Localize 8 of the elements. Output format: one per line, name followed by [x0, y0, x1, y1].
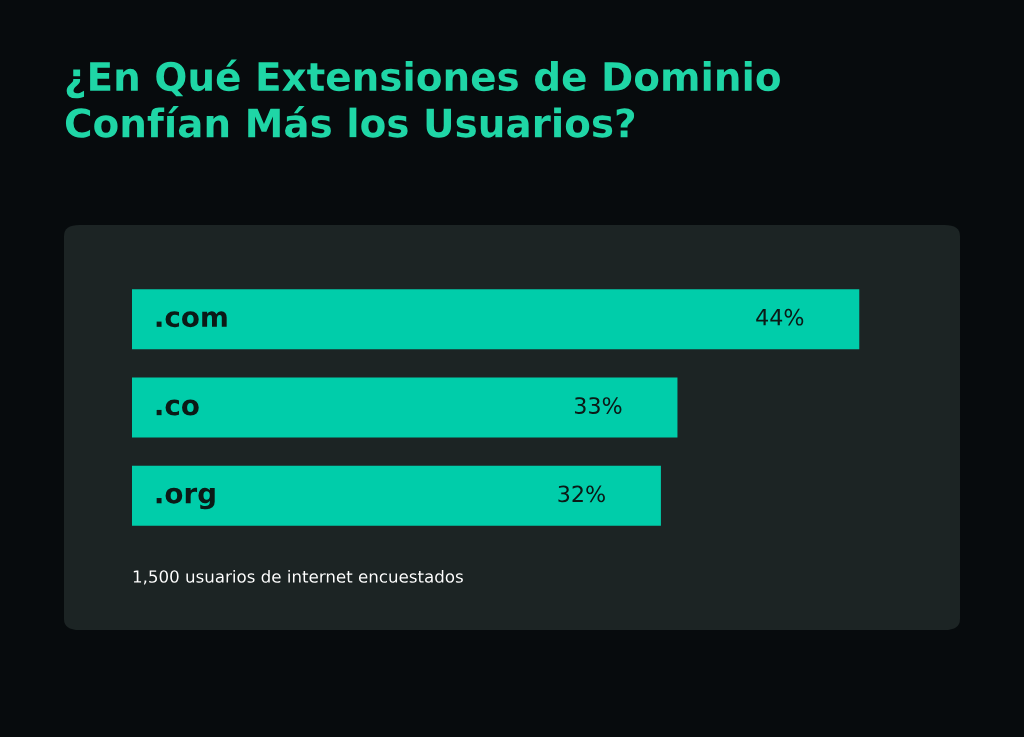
data-label: 32% — [558, 485, 605, 503]
text: 1,500 usuarios de internet encuestados — [133, 569, 463, 585]
data-label: 44% — [756, 308, 804, 326]
y-tick-label: .com — [156, 311, 227, 328]
data-label: 33% — [574, 397, 622, 414]
y-tick-label: .org — [156, 487, 215, 510]
y-tick-label: .co — [156, 399, 199, 416]
chart-title: ¿En Qué Extensiones de Dominio Confían Más los Usuarios? — [65, 59, 780, 138]
